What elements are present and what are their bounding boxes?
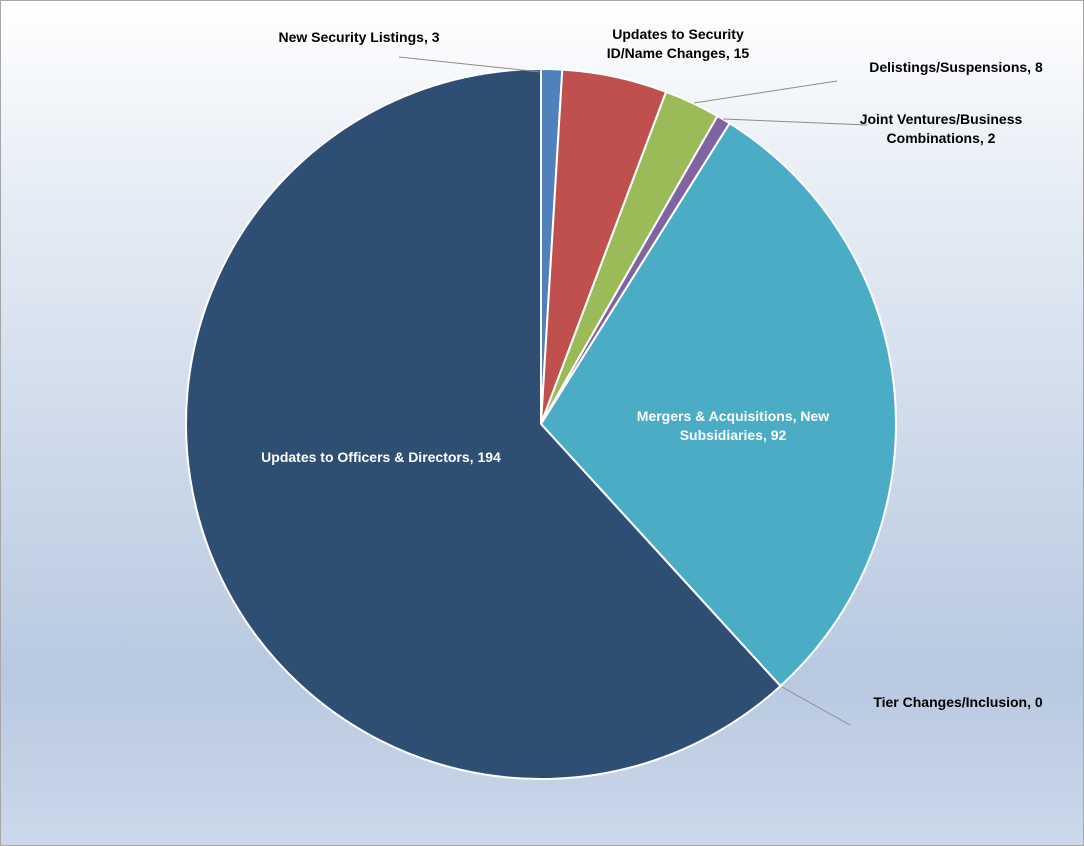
- data-label-3: Delistings/Suspensions, 8: [869, 59, 1043, 75]
- data-label-2-line-1: Updates to Security: [612, 26, 744, 42]
- data-label-7: Updates to Officers & Directors, 194: [261, 449, 501, 465]
- pie-slice-7: [185, 68, 782, 780]
- pie-slice-5: [540, 122, 898, 688]
- data-label-2-line-2: ID/Name Changes, 15: [607, 45, 750, 61]
- leader-line-3: [693, 80, 838, 104]
- pie-labels: New Security Listings, 3 Updates to Secur…: [261, 26, 1043, 726]
- data-label-1: New Security Listings, 3: [278, 29, 439, 45]
- pie-slices: [185, 68, 898, 780]
- data-label-6: Tier Changes/Inclusion, 0: [873, 694, 1043, 710]
- leader-line-6: [781, 686, 851, 726]
- data-label-4-line-1: Joint Ventures/Business: [860, 111, 1023, 127]
- data-label-4-line-2: Combinations, 2: [887, 130, 996, 146]
- leader-line-4: [722, 118, 868, 126]
- data-label-5-line-1: Mergers & Acquisitions, New: [637, 408, 830, 424]
- leader-line-1: [398, 56, 542, 73]
- data-label-5-line-2: Subsidiaries, 92: [680, 427, 787, 443]
